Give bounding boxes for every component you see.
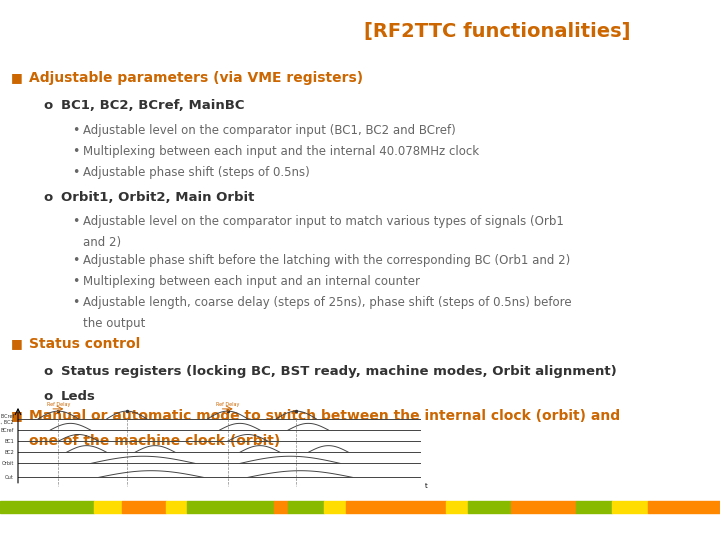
Text: •: • xyxy=(72,145,79,158)
Text: Orbit1, Orbit2, Main Orbit: Orbit1, Orbit2, Main Orbit xyxy=(61,191,255,204)
Text: Ref Delay: Ref Delay xyxy=(47,402,70,407)
Text: BC1: BC1 xyxy=(4,438,14,444)
Bar xyxy=(0,501,94,513)
Text: •: • xyxy=(72,275,79,288)
Bar xyxy=(511,501,576,513)
Bar xyxy=(187,501,274,513)
Text: Multiplexing between each input and the internal 40.078MHz clock: Multiplexing between each input and the … xyxy=(83,145,479,158)
Text: Adjustable length, coarse delay (steps of 25ns), phase shift (steps of 0.5ns) be: Adjustable length, coarse delay (steps o… xyxy=(83,296,572,309)
Text: MainBC BCref
BC1, BC2: MainBC BCref BC1, BC2 xyxy=(0,414,14,424)
Text: Adjustable parameters (via VME registers): Adjustable parameters (via VME registers… xyxy=(29,71,363,85)
Text: Sophie BARON, PH-ESS: Sophie BARON, PH-ESS xyxy=(14,522,127,531)
Text: BC1, BC2, BCref, MainBC: BC1, BC2, BCref, MainBC xyxy=(61,99,245,112)
Bar xyxy=(468,501,511,513)
Text: the output: the output xyxy=(83,317,145,330)
Text: BCref: BCref xyxy=(1,428,14,433)
Bar xyxy=(576,501,612,513)
Text: Ref Delay: Ref Delay xyxy=(216,402,239,407)
Text: t: t xyxy=(426,483,428,489)
Bar xyxy=(612,501,648,513)
Text: Manual or automatic mode to switch between the internal clock (orbit) and: Manual or automatic mode to switch betwe… xyxy=(29,409,620,423)
Text: Adjustable phase shift before the latching with the corresponding BC (Orb1 and 2: Adjustable phase shift before the latchi… xyxy=(83,254,570,267)
Text: BC2: BC2 xyxy=(4,450,14,455)
Text: Adjustable phase shift (steps of 0.5ns): Adjustable phase shift (steps of 0.5ns) xyxy=(83,166,310,179)
Text: ■: ■ xyxy=(11,409,22,422)
Text: •: • xyxy=(72,124,79,137)
Text: •: • xyxy=(72,296,79,309)
Text: •: • xyxy=(72,254,79,267)
Text: Adjustable level on the comparator input to match various types of signals (Orb1: Adjustable level on the comparator input… xyxy=(83,215,564,228)
Text: o: o xyxy=(43,389,53,403)
Text: ■: ■ xyxy=(11,337,22,350)
Bar xyxy=(648,501,720,513)
Text: and 2): and 2) xyxy=(83,237,121,249)
Text: o: o xyxy=(43,99,53,112)
Bar xyxy=(94,501,122,513)
Text: RECEIVER CRATE: RECEIVER CRATE xyxy=(167,22,356,40)
Bar xyxy=(324,501,346,513)
Text: o: o xyxy=(43,191,53,204)
Text: Out: Out xyxy=(5,475,14,480)
Text: Multiplexing between each input and an internal counter: Multiplexing between each input and an i… xyxy=(83,275,420,288)
Text: •: • xyxy=(72,166,79,179)
Bar xyxy=(274,501,288,513)
Text: 13: 13 xyxy=(693,522,706,531)
Bar xyxy=(166,501,187,513)
Text: Status control: Status control xyxy=(29,337,140,351)
Bar xyxy=(346,501,446,513)
Text: •: • xyxy=(72,215,79,228)
Text: one of the machine clock (orbit): one of the machine clock (orbit) xyxy=(29,434,280,448)
Text: Adjustable level on the comparator input (BC1, BC2 and BCref): Adjustable level on the comparator input… xyxy=(83,124,456,137)
Text: Leds: Leds xyxy=(61,389,96,403)
Bar xyxy=(122,501,166,513)
Text: ■: ■ xyxy=(11,71,22,84)
Text: Status registers (locking BC, BST ready, machine modes, Orbit alignment): Status registers (locking BC, BST ready,… xyxy=(61,366,617,379)
Text: LEADE, 15/06/06: LEADE, 15/06/06 xyxy=(319,522,401,531)
Text: [RF2TTC functionalities]: [RF2TTC functionalities] xyxy=(364,22,630,40)
Text: o: o xyxy=(43,366,53,379)
Bar xyxy=(446,501,468,513)
Bar xyxy=(288,501,324,513)
Text: Orbit: Orbit xyxy=(1,461,14,466)
